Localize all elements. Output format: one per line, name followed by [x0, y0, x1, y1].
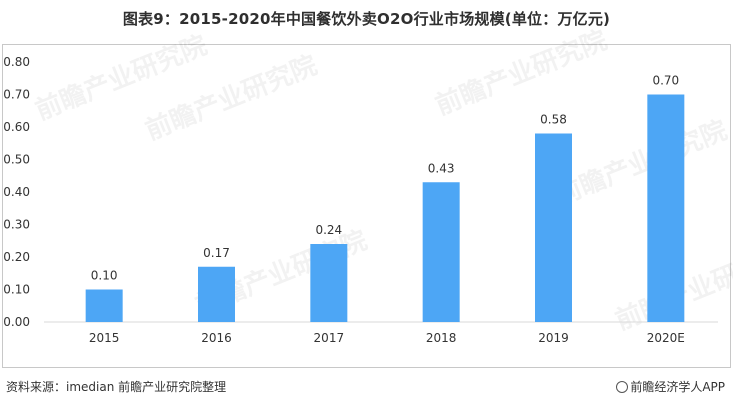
data-label: 0.43 [428, 161, 455, 175]
y-tick-label: 0.30 [3, 218, 30, 232]
data-label: 0.24 [315, 223, 342, 237]
bar-2019 [535, 133, 572, 322]
bar-2017 [310, 244, 348, 322]
y-tick-label: 0.60 [3, 120, 30, 134]
y-tick-label: 0.50 [3, 153, 30, 167]
source-note: 资料来源：imedian 前瞻产业研究院整理 [6, 380, 227, 394]
x-tick-label: 2018 [426, 331, 457, 345]
x-tick-label: 2016 [201, 331, 232, 345]
bar-2016 [198, 266, 235, 322]
bar-2015 [85, 289, 123, 322]
data-label: 0.17 [203, 246, 230, 260]
chart-title: 图表9：2015-2020年中国餐饮外卖O2O行业市场规模(单位：万亿元) [122, 10, 611, 28]
x-tick-label: 2019 [538, 331, 569, 345]
x-tick-label: 2017 [314, 331, 345, 345]
y-tick-label: 0.40 [3, 185, 30, 199]
bar-2020E [647, 94, 685, 322]
x-tick-label: 2020E [647, 331, 685, 345]
watermark-text: 前瞻产业研究院 [551, 115, 731, 212]
brand-logo-icon [616, 381, 629, 393]
chart-panel [2, 44, 731, 368]
x-tick-label: 2015 [89, 331, 120, 345]
watermark-text: 前瞻产业研究院 [431, 25, 611, 122]
y-tick-label: 0.70 [3, 88, 30, 102]
y-tick-label: 0.20 [3, 250, 30, 264]
y-tick-label: 0.10 [3, 283, 30, 297]
data-label: 0.70 [652, 74, 679, 88]
brand-credit: 前瞻经济学人APP [616, 378, 725, 395]
y-tick-label: 0.00 [3, 315, 30, 329]
y-tick-label: 0.80 [3, 55, 30, 69]
brand-name: 前瞻经济学人APP [630, 380, 725, 394]
data-label: 0.58 [540, 113, 567, 127]
bar-2018 [422, 182, 460, 322]
data-label: 0.10 [91, 269, 118, 283]
